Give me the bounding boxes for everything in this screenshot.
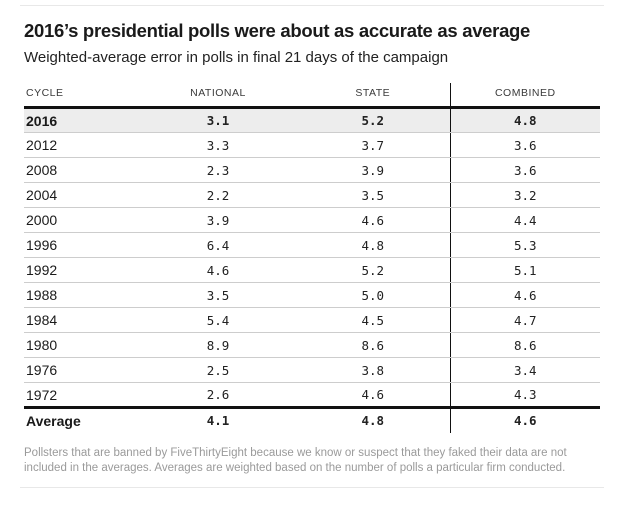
- cycle-cell: 1984: [24, 307, 140, 333]
- top-divider: [20, 5, 604, 6]
- combined-cell: 4.3: [450, 382, 600, 408]
- combined-cell: 3.6: [450, 132, 600, 158]
- cycle-cell: 1988: [24, 282, 140, 308]
- combined-cell: 3.2: [450, 182, 600, 208]
- cycle-cell: 1976: [24, 357, 140, 383]
- state-cell: 4.5: [296, 307, 451, 333]
- combined-cell: 4.4: [450, 207, 600, 233]
- table-row-2004: 2004 2.2 3.5 3.2: [24, 182, 600, 208]
- state-cell: 4.6: [296, 207, 451, 233]
- national-cell: 6.4: [140, 232, 296, 258]
- combined-cell: 3.4: [450, 357, 600, 383]
- national-cell: 5.4: [140, 307, 296, 333]
- cycle-cell: 2004: [24, 182, 140, 208]
- page-title: 2016’s presidential polls were about as …: [24, 20, 531, 41]
- combined-cell: 4.8: [450, 107, 600, 133]
- combined-cell: 5.1: [450, 257, 600, 283]
- table-row-1984: 1984 5.4 4.5 4.7: [24, 307, 600, 333]
- combined-cell: 4.6: [450, 282, 600, 308]
- state-cell: 4.8: [296, 232, 451, 258]
- cycle-cell: 2012: [24, 132, 140, 158]
- national-cell: 4.1: [140, 406, 296, 433]
- table-row-2016: 2016 3.1 5.2 4.8: [24, 107, 600, 133]
- national-cell: 8.9: [140, 332, 296, 358]
- table-row-1996: 1996 6.4 4.8 5.3: [24, 232, 600, 258]
- combined-cell: 3.6: [450, 157, 600, 183]
- cycle-cell: 2000: [24, 207, 140, 233]
- combined-cell: 8.6: [450, 332, 600, 358]
- table-row-1972: 1972 2.6 4.6 4.3: [24, 382, 600, 408]
- national-cell: 3.1: [140, 107, 296, 133]
- combined-cell: 4.6: [450, 406, 600, 433]
- combined-cell: 4.7: [450, 307, 600, 333]
- state-cell: 8.6: [296, 332, 451, 358]
- bottom-divider: [20, 486, 604, 488]
- state-cell: 5.2: [296, 257, 451, 283]
- page-subtitle: Weighted-average error in polls in final…: [24, 49, 449, 66]
- national-cell: 2.6: [140, 382, 296, 408]
- column-header-state: STATE: [296, 83, 451, 109]
- state-cell: 5.0: [296, 282, 451, 308]
- table-row-2008: 2008 2.3 3.9 3.6: [24, 157, 600, 183]
- national-cell: 3.5: [140, 282, 296, 308]
- state-cell: 3.8: [296, 357, 451, 383]
- table-row-1988: 1988 3.5 5.0 4.6: [24, 282, 600, 308]
- state-cell: 3.9: [296, 157, 451, 183]
- cycle-cell: 1992: [24, 257, 140, 283]
- column-header-cycle: CYCLE: [24, 83, 140, 109]
- national-cell: 4.6: [140, 257, 296, 283]
- column-header-combined: COMBINED: [450, 83, 600, 109]
- table-row-2000: 2000 3.9 4.6 4.4: [24, 207, 600, 233]
- national-cell: 2.2: [140, 182, 296, 208]
- state-cell: 3.5: [296, 182, 451, 208]
- state-cell: 5.2: [296, 107, 451, 133]
- table-row-1992: 1992 4.6 5.2 5.1: [24, 257, 600, 283]
- national-cell: 3.3: [140, 132, 296, 158]
- polls-error-table: CYCLE NATIONAL STATE COMBINED 2016 3.1 5…: [24, 83, 600, 433]
- table-row-2012: 2012 3.3 3.7 3.6: [24, 132, 600, 158]
- footnote-text: Pollsters that are banned by FiveThirtyE…: [24, 446, 567, 474]
- table-row-average: Average 4.1 4.8 4.6: [24, 406, 600, 433]
- cycle-cell: Average: [24, 406, 140, 433]
- cycle-cell: 1972: [24, 382, 140, 408]
- column-header-national: NATIONAL: [140, 83, 296, 109]
- table-row-1980: 1980 8.9 8.6 8.6: [24, 332, 600, 358]
- cycle-cell: 1980: [24, 332, 140, 358]
- polls-accuracy-table-page: 2016’s presidential polls were about as …: [0, 5, 624, 514]
- state-cell: 3.7: [296, 132, 451, 158]
- table-header-row: CYCLE NATIONAL STATE COMBINED: [24, 83, 600, 109]
- national-cell: 2.5: [140, 357, 296, 383]
- cycle-cell: 1996: [24, 232, 140, 258]
- national-cell: 3.9: [140, 207, 296, 233]
- state-cell: 4.6: [296, 382, 451, 408]
- combined-cell: 5.3: [450, 232, 600, 258]
- cycle-cell: 2008: [24, 157, 140, 183]
- cycle-cell: 2016: [24, 107, 140, 133]
- state-cell: 4.8: [296, 406, 451, 433]
- table-row-1976: 1976 2.5 3.8 3.4: [24, 357, 600, 383]
- national-cell: 2.3: [140, 157, 296, 183]
